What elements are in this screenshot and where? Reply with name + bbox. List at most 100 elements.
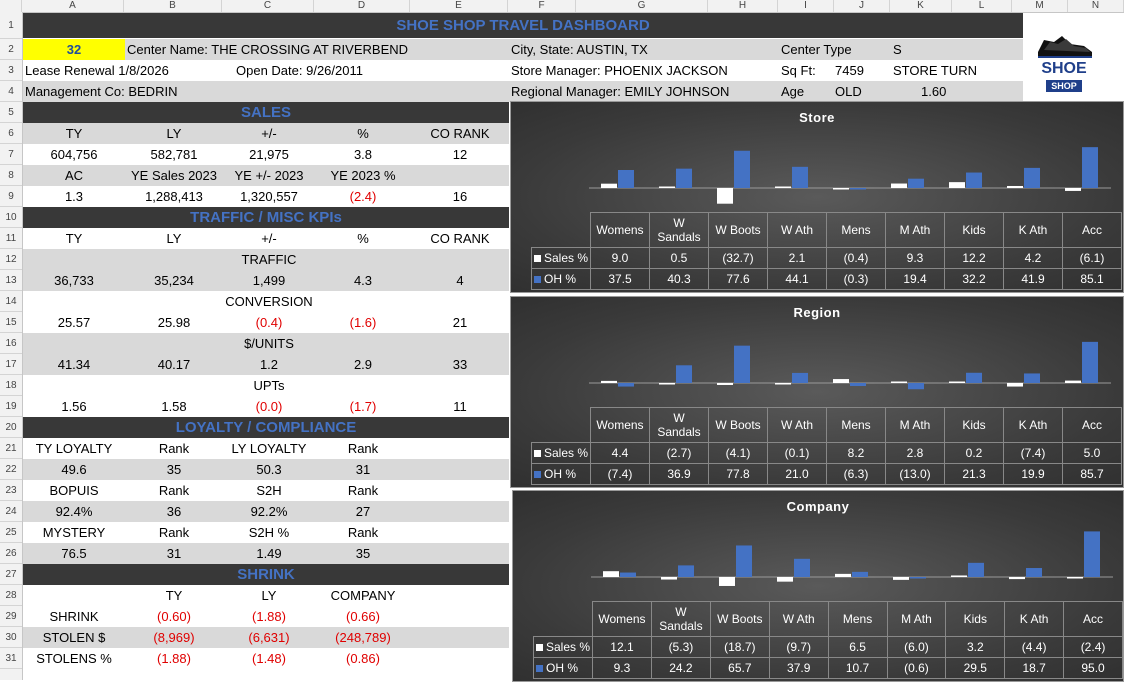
bar-sales-m-ath[interactable] [891, 381, 907, 384]
bar-oh-w-sandals[interactable] [676, 168, 692, 188]
bar-oh-w-sandals[interactable] [676, 365, 692, 383]
row-header[interactable]: 14 [0, 291, 22, 312]
shrink-column-header[interactable]: COMPANY [330, 588, 396, 603]
traffic-header[interactable]: TRAFFIC / MISC KPIs [190, 209, 342, 226]
shrink-label[interactable]: STOLEN $ [42, 630, 106, 645]
sales-value[interactable]: 582,781 [150, 147, 198, 162]
sales-column-header[interactable]: TY [65, 126, 83, 141]
bar-sales-w-ath[interactable] [775, 383, 791, 385]
row-header[interactable]: 25 [0, 522, 22, 543]
units-value[interactable]: 1.2 [259, 357, 279, 372]
row-header[interactable]: 17 [0, 354, 22, 375]
bar-oh-m-ath[interactable] [908, 383, 924, 390]
store-manager-cell[interactable]: Store Manager: PHOENIX JACKSON [511, 63, 728, 78]
bar-sales-m-ath[interactable] [891, 183, 907, 188]
center-type-value[interactable]: S [893, 42, 902, 57]
loyalty-column-header[interactable]: Rank [158, 525, 190, 540]
traffic-column-header[interactable]: LY [166, 231, 182, 246]
sqft-label[interactable]: Sq Ft: [781, 63, 816, 78]
bar-sales-mens[interactable] [835, 573, 851, 577]
traffic-column-header[interactable]: CO RANK [430, 231, 490, 246]
bar-oh-w-boots[interactable] [736, 545, 752, 577]
row-header[interactable]: 8 [0, 165, 22, 186]
bar-oh-kids[interactable] [968, 562, 984, 577]
column-header[interactable]: D [314, 0, 410, 12]
bar-oh-acc[interactable] [1082, 341, 1098, 383]
bar-sales-womens[interactable] [601, 380, 617, 383]
row-header[interactable]: 18 [0, 375, 22, 396]
upts-label[interactable]: UPTs [253, 378, 285, 393]
row-header[interactable]: 6 [0, 123, 22, 144]
column-header[interactable]: E [410, 0, 508, 12]
units-value[interactable]: 40.17 [157, 357, 191, 372]
bar-sales-w-boots[interactable] [717, 383, 733, 385]
legend-entry[interactable]: OH % [533, 657, 593, 679]
row-header[interactable]: 13 [0, 270, 22, 291]
bar-oh-w-boots[interactable] [734, 150, 750, 188]
bar-oh-w-boots[interactable] [734, 345, 750, 383]
row-header[interactable]: 11 [0, 228, 22, 249]
loyalty-value[interactable]: 36 [166, 504, 182, 519]
loyalty-column-header[interactable]: TY LOYALTY [35, 441, 113, 456]
bar-sales-m-ath[interactable] [893, 577, 909, 580]
upts-value[interactable]: (0.0) [255, 399, 283, 414]
bar-sales-k-ath[interactable] [1007, 185, 1023, 188]
sales-column-header[interactable]: +/- [261, 126, 277, 141]
row-header[interactable]: 22 [0, 459, 22, 480]
loyalty-column-header[interactable]: MYSTERY [42, 525, 106, 540]
units-value[interactable]: 2.9 [353, 357, 373, 372]
loyalty-column-header[interactable]: Rank [347, 441, 379, 456]
legend-entry[interactable]: OH % [531, 463, 591, 485]
conversion-value[interactable]: 25.98 [157, 315, 191, 330]
bar-oh-acc[interactable] [1084, 531, 1100, 577]
row-header[interactable]: 31 [0, 648, 22, 669]
column-header[interactable]: H [708, 0, 778, 12]
loyalty-column-header[interactable]: BOPUIS [49, 483, 99, 498]
region-chart[interactable]: Region Womens W Sandals W Boots W Ath Mens M A… [510, 296, 1124, 488]
loyalty-value[interactable]: 50.3 [256, 462, 282, 477]
bar-sales-kids[interactable] [951, 575, 967, 577]
conversion-value[interactable]: (1.6) [349, 315, 377, 330]
shrink-column-header[interactable]: LY [261, 588, 277, 603]
sales-value[interactable]: 1,320,557 [240, 189, 298, 204]
sales-value[interactable]: (2.4) [349, 189, 377, 204]
conversion-value[interactable]: 25.57 [57, 315, 91, 330]
traffic-column-header[interactable]: +/- [261, 231, 277, 246]
column-header[interactable]: B [124, 0, 222, 12]
loyalty-value[interactable]: 31 [166, 546, 182, 561]
conversion-value[interactable]: 21 [452, 315, 468, 330]
bar-oh-kids[interactable] [966, 372, 982, 383]
sqft-value[interactable]: 7459 [835, 63, 864, 78]
bar-sales-w-sandals[interactable] [661, 577, 677, 580]
traffic-column-header[interactable]: TY [65, 231, 83, 246]
shrink-value[interactable]: (1.48) [252, 651, 286, 666]
loyalty-column-header[interactable]: LY LOYALTY [231, 441, 307, 456]
bar-sales-w-boots[interactable] [719, 577, 735, 586]
bar-sales-k-ath[interactable] [1007, 383, 1023, 387]
regional-manager-cell[interactable]: Regional Manager: EMILY JOHNSON [511, 84, 730, 99]
loyalty-column-header[interactable]: Rank [158, 483, 190, 498]
traffic-value[interactable]: 35,234 [154, 273, 194, 288]
sales-value[interactable]: 1,288,413 [145, 189, 203, 204]
loyalty-column-header[interactable]: S2H % [248, 525, 290, 540]
shrink-value[interactable]: (0.60) [157, 609, 191, 624]
city-state-cell[interactable]: City, State: AUSTIN, TX [511, 42, 648, 57]
sales-column-header[interactable]: YE Sales 2023 [130, 168, 217, 183]
row-header[interactable]: 10 [0, 207, 22, 228]
lease-renewal-cell[interactable]: Lease Renewal 1/8/2026 [25, 63, 169, 78]
column-header[interactable] [0, 0, 22, 12]
loyalty-column-header[interactable]: S2H [256, 483, 282, 498]
row-header[interactable]: 21 [0, 438, 22, 459]
sales-value[interactable]: 16 [452, 189, 468, 204]
row-header[interactable]: 12 [0, 249, 22, 270]
shrink-header[interactable]: SHRINK [237, 566, 295, 583]
upts-value[interactable]: 1.56 [61, 399, 87, 414]
bar-sales-w-ath[interactable] [775, 186, 791, 189]
sales-column-header[interactable]: % [357, 126, 369, 141]
bar-oh-m-ath[interactable] [908, 178, 924, 188]
shrink-value[interactable]: (1.88) [252, 609, 286, 624]
traffic-column-header[interactable]: % [357, 231, 369, 246]
sales-column-header[interactable]: YE +/- 2023 [234, 168, 304, 183]
legend-entry[interactable]: Sales % [531, 442, 591, 464]
sales-value[interactable]: 21,975 [249, 147, 289, 162]
